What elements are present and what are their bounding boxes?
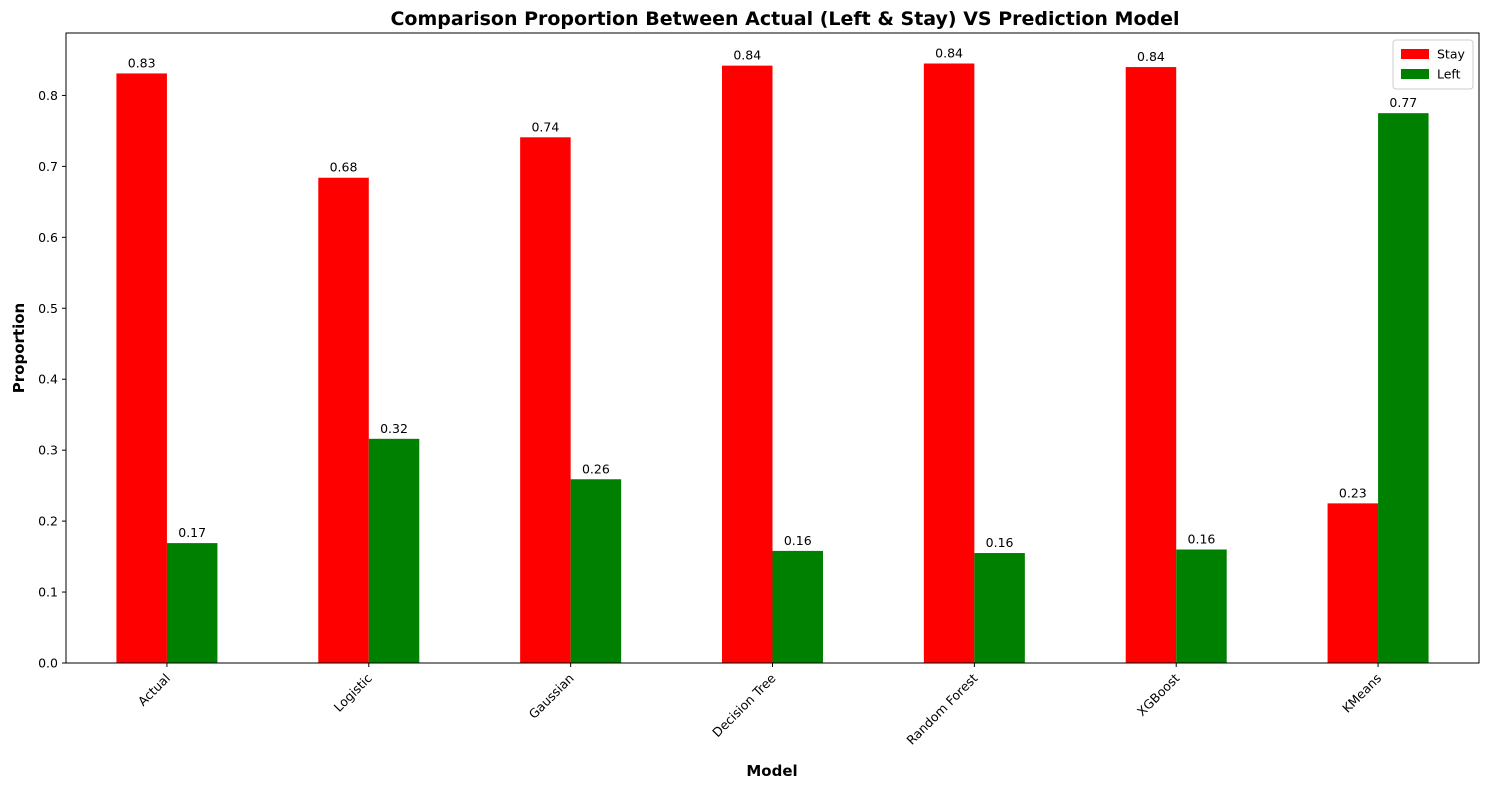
bar-stay-logistic bbox=[318, 177, 369, 663]
legend-swatch-stay bbox=[1401, 49, 1429, 59]
bar-stay-xgboost bbox=[1125, 67, 1177, 663]
bar-value-label: 0.74 bbox=[531, 119, 559, 134]
bar-left-gaussian bbox=[570, 479, 622, 663]
x-tick-label: XGBoost bbox=[1134, 670, 1183, 719]
bar-value-label: 0.17 bbox=[178, 525, 206, 540]
x-tick-label: Decision Tree bbox=[709, 670, 779, 740]
legend-label-stay: Stay bbox=[1437, 47, 1465, 62]
x-tick-label: Logistic bbox=[331, 670, 375, 714]
bar-value-label: 0.84 bbox=[1137, 49, 1165, 64]
bar-stay-kmeans bbox=[1327, 503, 1379, 663]
y-tick-label: 0.2 bbox=[38, 514, 58, 529]
y-tick-label: 0.7 bbox=[38, 159, 58, 174]
bar-value-label: 0.68 bbox=[330, 160, 358, 175]
x-tick-label: Actual bbox=[135, 671, 173, 709]
bar-stay-decision-tree bbox=[722, 65, 773, 663]
y-tick-label: 0.4 bbox=[38, 372, 58, 387]
bar-stay-actual bbox=[116, 73, 167, 663]
bar-value-label: 0.16 bbox=[1188, 531, 1216, 546]
y-axis-label: Proportion bbox=[10, 303, 28, 393]
bar-value-label: 0.16 bbox=[784, 533, 812, 548]
bar-value-label: 0.26 bbox=[582, 461, 610, 476]
x-tick-label: KMeans bbox=[1339, 671, 1384, 716]
bar-stay-gaussian bbox=[520, 137, 571, 664]
y-tick-label: 0.6 bbox=[38, 230, 58, 245]
bar-value-label: 0.77 bbox=[1389, 95, 1417, 110]
bar-left-decision-tree bbox=[772, 550, 823, 663]
y-tick-label: 0.3 bbox=[38, 443, 58, 458]
bar-left-logistic bbox=[368, 438, 420, 663]
x-tick-label: Random Forest bbox=[903, 670, 980, 747]
y-tick-label: 0.1 bbox=[38, 585, 58, 600]
bar-value-label: 0.16 bbox=[986, 535, 1014, 550]
legend: Stay Left bbox=[1392, 39, 1474, 90]
bar-value-label: 0.84 bbox=[935, 46, 963, 61]
y-tick-label: 0.8 bbox=[38, 88, 58, 103]
y-tick-label: 0.0 bbox=[38, 656, 58, 671]
bar-left-kmeans bbox=[1378, 113, 1429, 663]
bar-stay-random-forest bbox=[923, 63, 975, 663]
legend-label-left: Left bbox=[1437, 67, 1461, 82]
bar-value-label: 0.23 bbox=[1339, 485, 1367, 500]
bar-left-actual bbox=[166, 543, 218, 663]
y-tick-label: 0.5 bbox=[38, 301, 58, 316]
bar-value-label: 0.32 bbox=[380, 421, 408, 436]
bar-value-label: 0.83 bbox=[128, 55, 156, 70]
legend-swatch-left bbox=[1401, 69, 1429, 79]
x-axis-label: Model bbox=[746, 762, 797, 780]
bar-left-random-forest bbox=[974, 553, 1025, 663]
chart-title: Comparison Proportion Between Actual (Le… bbox=[390, 8, 1179, 30]
x-tick-label: Gaussian bbox=[526, 671, 577, 722]
bar-left-xgboost bbox=[1176, 549, 1227, 663]
bar-value-label: 0.84 bbox=[733, 48, 761, 63]
